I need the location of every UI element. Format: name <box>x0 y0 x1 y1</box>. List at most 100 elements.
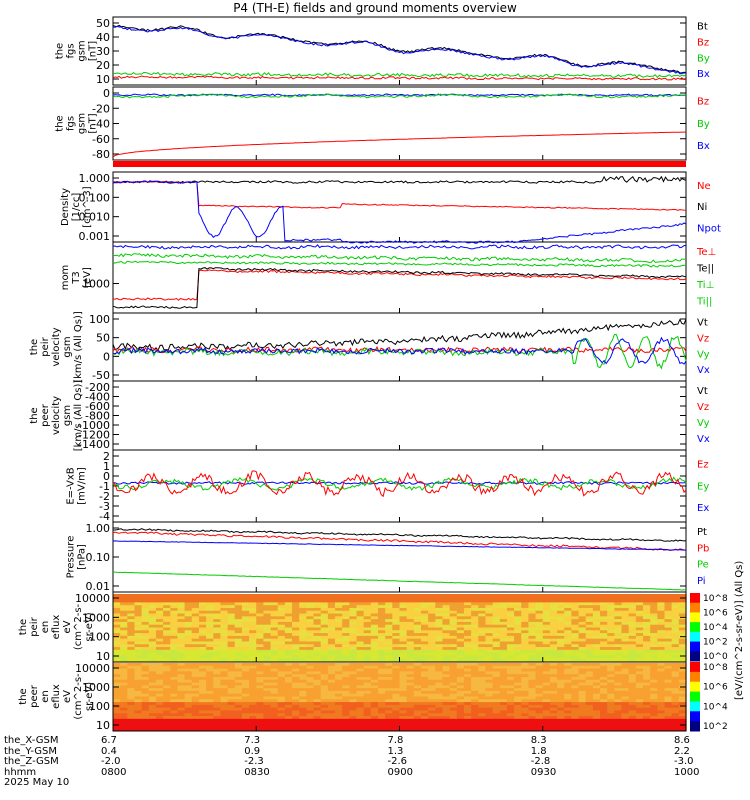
spec-cell <box>356 655 365 659</box>
spec-cell <box>420 602 429 606</box>
spec-cell <box>514 704 522 709</box>
spec-cell <box>177 658 186 662</box>
spec-cell <box>528 602 537 606</box>
spec-cell <box>564 727 572 731</box>
spec-cell <box>342 652 350 657</box>
spec-cell <box>535 633 544 637</box>
spec-cell <box>657 676 666 681</box>
spec-cell <box>378 682 386 686</box>
spec-cell <box>535 665 544 670</box>
spec-cell <box>635 668 644 672</box>
spec-cell <box>428 624 436 629</box>
spec-cell <box>320 652 329 657</box>
spec-cell <box>335 602 343 606</box>
spec-cell <box>270 655 279 659</box>
footer-value: 0800 <box>101 766 127 778</box>
spec-cell <box>141 724 150 728</box>
spec-cell <box>148 699 157 703</box>
spec-cell <box>213 693 222 698</box>
spec-cell <box>249 602 257 606</box>
spec-cell <box>585 710 594 714</box>
spec-cell <box>499 663 508 667</box>
spec-cell <box>463 699 472 703</box>
spec-cell <box>170 635 179 640</box>
legend-entry: Ti⊥ <box>696 280 714 291</box>
spec-cell <box>277 671 286 675</box>
spec-cell <box>163 724 171 728</box>
spec-cell <box>485 594 494 598</box>
spec-cell <box>542 655 551 659</box>
y-tick-label: -1200 <box>78 429 110 442</box>
spec-cell <box>621 674 630 678</box>
spec-cell <box>643 727 651 731</box>
spec-cell <box>198 716 207 720</box>
spec-cell <box>306 716 315 720</box>
spec-cell <box>234 665 243 670</box>
spec-cell <box>471 699 479 703</box>
spec-cell <box>564 613 572 617</box>
spec-cell <box>449 663 458 667</box>
spec-cell <box>506 599 515 603</box>
spec-cell <box>220 594 229 598</box>
spec-cell <box>413 649 422 654</box>
spec-cell <box>592 652 601 657</box>
spec-cell <box>313 679 322 684</box>
spec-cell <box>213 718 222 723</box>
spec-cell <box>191 633 200 637</box>
spec-cell <box>342 610 350 615</box>
spec-cell <box>542 727 551 731</box>
spec-cell <box>313 652 322 657</box>
spec-cell <box>220 627 229 631</box>
spec-cell <box>413 641 422 645</box>
spec-cell <box>564 716 572 720</box>
spec-cell <box>213 594 222 598</box>
spec-cell <box>234 674 243 678</box>
spec-cell <box>163 682 171 686</box>
spec-cell <box>234 613 243 617</box>
spec-cell <box>449 690 458 695</box>
spec-cell <box>177 638 186 643</box>
spec-cell <box>664 668 673 672</box>
y-axis-label-line: [1/cc] <box>71 193 82 222</box>
spec-cell <box>177 704 186 709</box>
spec-cell <box>249 727 257 731</box>
spec-cell <box>213 696 222 700</box>
spec-cell <box>378 649 386 654</box>
spec-cell <box>492 676 501 681</box>
spec-cell <box>249 724 257 728</box>
spec-cell <box>284 596 293 601</box>
spec-cell <box>557 716 565 720</box>
spec-cell <box>413 619 422 623</box>
spec-cell <box>120 602 128 606</box>
spec-cell <box>564 676 572 681</box>
spec-cell <box>370 716 379 720</box>
legend-entry: Ey <box>697 481 709 492</box>
spec-cell <box>542 674 551 678</box>
spec-cell <box>478 619 487 623</box>
spec-cell <box>349 724 358 728</box>
spec-cell <box>191 679 200 684</box>
spec-cell <box>363 627 372 631</box>
spec-cell <box>378 716 386 720</box>
spec-cell <box>277 644 286 648</box>
spec-cell <box>148 716 157 720</box>
spec-cell <box>363 624 372 629</box>
colorbar-peir <box>690 593 700 662</box>
spec-cell <box>471 647 479 651</box>
spec-cell <box>643 633 651 637</box>
spec-cell <box>184 699 193 703</box>
spec-cell <box>571 607 580 612</box>
spec-cell <box>213 658 222 662</box>
spec-cell <box>127 605 136 609</box>
spec-cell <box>657 602 666 606</box>
spec-cell <box>614 682 623 686</box>
spec-cell <box>564 671 572 675</box>
spec-cell <box>435 713 444 717</box>
spec-cell <box>170 704 179 709</box>
spec-cell <box>120 607 128 612</box>
spec-cell <box>155 727 164 731</box>
spec-cell <box>485 707 494 712</box>
spec-cell <box>370 594 379 598</box>
spec-cell <box>234 641 243 645</box>
spec-cell <box>442 619 451 623</box>
